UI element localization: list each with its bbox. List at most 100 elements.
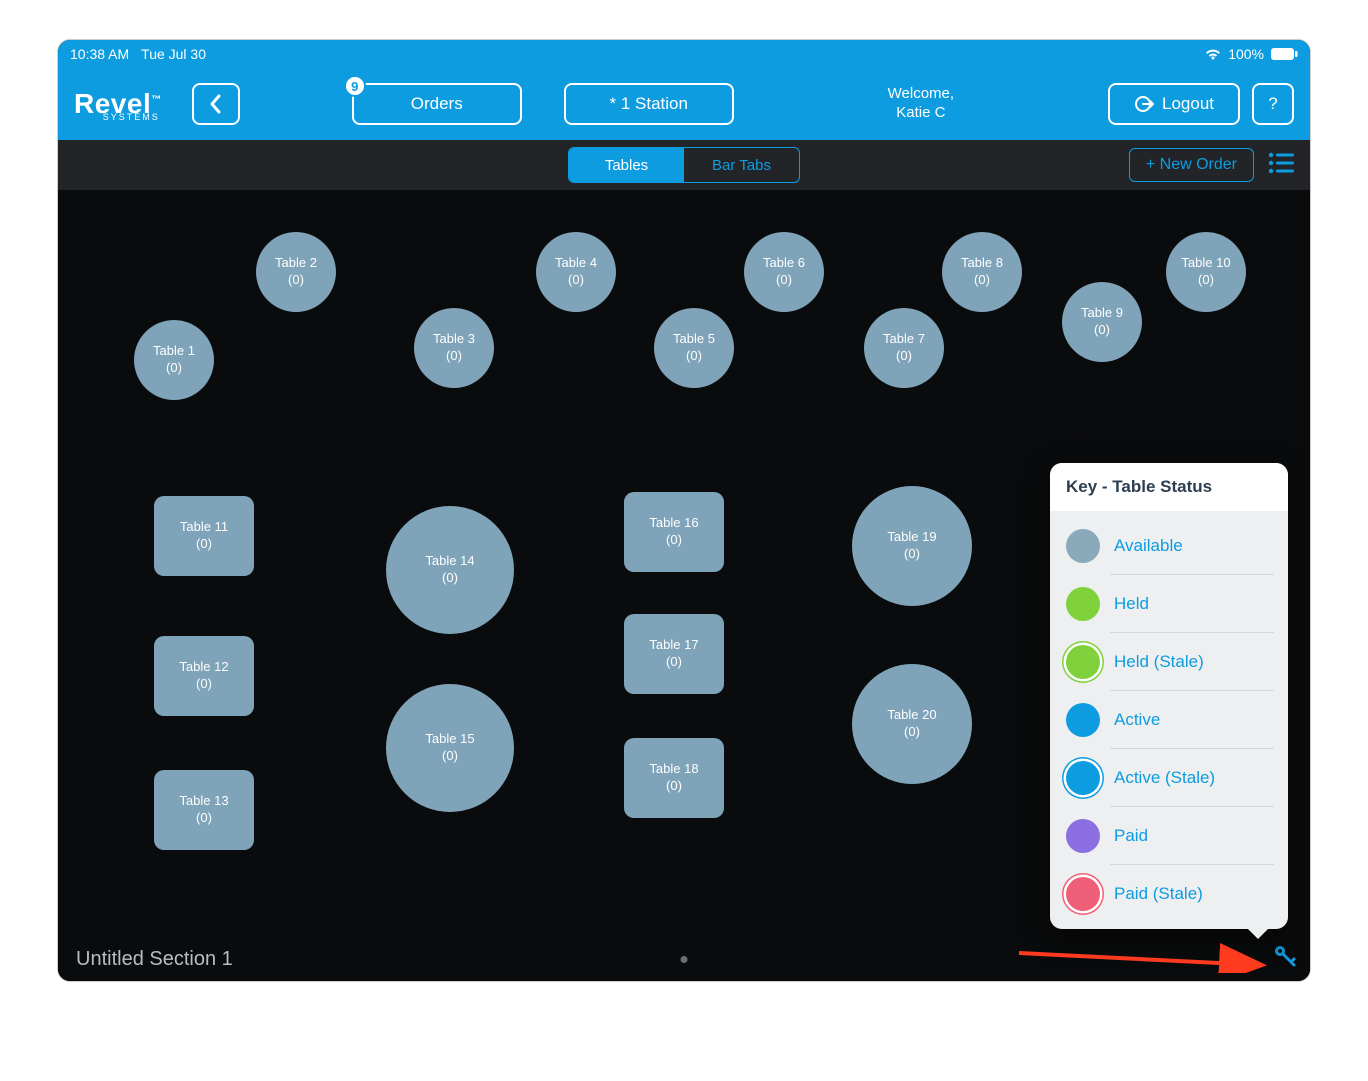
table-t7[interactable]: Table 7(0) [864, 308, 944, 388]
table-count: (0) [904, 724, 920, 741]
legend-label: Available [1114, 536, 1183, 556]
table-label: Table 2 [275, 255, 317, 272]
station-button[interactable]: * 1 Station [564, 83, 734, 125]
status-time: 10:38 AM [70, 46, 129, 62]
legend-swatch [1066, 645, 1100, 679]
table-t4[interactable]: Table 4(0) [536, 232, 616, 312]
legend-swatch [1066, 819, 1100, 853]
battery-icon [1270, 47, 1298, 61]
table-count: (0) [166, 360, 182, 377]
logout-button[interactable]: Logout [1108, 83, 1240, 125]
legend-row: Held [1050, 575, 1288, 633]
tab-tables[interactable]: Tables [569, 148, 684, 182]
legend-label: Paid [1114, 826, 1148, 846]
station-label: * 1 Station [609, 94, 687, 114]
status-battery-pct: 100% [1228, 46, 1264, 62]
table-t14[interactable]: Table 14(0) [386, 506, 514, 634]
table-t15[interactable]: Table 15(0) [386, 684, 514, 812]
orders-label: Orders [411, 94, 463, 114]
legend-label: Paid (Stale) [1114, 884, 1203, 904]
table-t10[interactable]: Table 10(0) [1166, 232, 1246, 312]
table-count: (0) [196, 676, 212, 693]
legend-title: Key - Table Status [1050, 463, 1288, 511]
table-t1[interactable]: Table 1(0) [134, 320, 214, 400]
table-label: Table 4 [555, 255, 597, 272]
table-label: Table 19 [887, 529, 936, 546]
table-label: Table 9 [1081, 305, 1123, 322]
new-order-button[interactable]: + New Order [1129, 148, 1254, 182]
table-t11[interactable]: Table 11(0) [154, 496, 254, 576]
legend-row: Active (Stale) [1050, 749, 1288, 807]
logo-tm: ™ [151, 95, 162, 106]
legend-swatch [1066, 761, 1100, 795]
table-label: Table 20 [887, 707, 936, 724]
table-t5[interactable]: Table 5(0) [654, 308, 734, 388]
legend-swatch [1066, 877, 1100, 911]
chevron-left-icon [209, 94, 223, 114]
table-label: Table 18 [649, 761, 698, 778]
table-count: (0) [904, 546, 920, 563]
device-frame: 10:38 AM Tue Jul 30 100% Revel™ SYSTEMS … [58, 40, 1310, 981]
logout-label: Logout [1162, 94, 1214, 114]
table-label: Table 12 [179, 659, 228, 676]
table-count: (0) [776, 272, 792, 289]
table-t9[interactable]: Table 9(0) [1062, 282, 1142, 362]
tab-bar-tabs[interactable]: Bar Tabs [684, 148, 799, 182]
legend-swatch [1066, 703, 1100, 737]
key-toggle-button[interactable] [1272, 942, 1298, 973]
table-t18[interactable]: Table 18(0) [624, 738, 724, 818]
table-count: (0) [666, 778, 682, 795]
back-button[interactable] [192, 83, 240, 125]
view-tabs: Tables Bar Tabs [568, 147, 800, 183]
table-t3[interactable]: Table 3(0) [414, 308, 494, 388]
table-t2[interactable]: Table 2(0) [256, 232, 336, 312]
table-label: Table 16 [649, 515, 698, 532]
welcome-line1: Welcome, [746, 85, 1096, 104]
table-count: (0) [896, 348, 912, 365]
table-label: Table 14 [425, 553, 474, 570]
key-icon [1272, 942, 1298, 968]
table-count: (0) [568, 272, 584, 289]
table-count: (0) [196, 810, 212, 827]
legend-popover: Key - Table Status Available HeldHeld (St… [1050, 463, 1288, 929]
help-label: ? [1268, 94, 1277, 114]
table-label: Table 5 [673, 331, 715, 348]
legend-row: Held (Stale) [1050, 633, 1288, 691]
table-label: Table 13 [179, 793, 228, 810]
legend-label: Active (Stale) [1114, 768, 1215, 788]
sub-header: Tables Bar Tabs + New Order [58, 140, 1310, 190]
section-label: Untitled Section 1 [76, 948, 233, 971]
orders-button[interactable]: 9 Orders [352, 83, 522, 125]
table-count: (0) [974, 272, 990, 289]
table-label: Table 15 [425, 731, 474, 748]
table-t13[interactable]: Table 13(0) [154, 770, 254, 850]
table-count: (0) [196, 536, 212, 553]
logo-subtext: SYSTEMS [103, 112, 160, 122]
table-count: (0) [1094, 322, 1110, 339]
table-count: (0) [1198, 272, 1214, 289]
table-t6[interactable]: Table 6(0) [744, 232, 824, 312]
legend-body: Available HeldHeld (Stale)Active Active (S… [1050, 511, 1288, 929]
table-label: Table 6 [763, 255, 805, 272]
list-view-icon[interactable] [1268, 152, 1294, 179]
legend-row: Active [1050, 691, 1288, 749]
orders-badge: 9 [344, 75, 366, 97]
table-t16[interactable]: Table 16(0) [624, 492, 724, 572]
table-label: Table 17 [649, 637, 698, 654]
table-t19[interactable]: Table 19(0) [852, 486, 972, 606]
table-t17[interactable]: Table 17(0) [624, 614, 724, 694]
table-label: Table 8 [961, 255, 1003, 272]
table-count: (0) [446, 348, 462, 365]
logout-icon [1134, 94, 1154, 114]
table-t12[interactable]: Table 12(0) [154, 636, 254, 716]
table-count: (0) [442, 748, 458, 765]
table-t20[interactable]: Table 20(0) [852, 664, 972, 784]
help-button[interactable]: ? [1252, 83, 1294, 125]
table-label: Table 7 [883, 331, 925, 348]
status-bar: 10:38 AM Tue Jul 30 100% [58, 40, 1310, 68]
welcome-line2: Katie C [746, 104, 1096, 123]
table-count: (0) [666, 532, 682, 549]
table-t8[interactable]: Table 8(0) [942, 232, 1022, 312]
legend-row: Paid (Stale) [1050, 865, 1288, 923]
app-header: Revel™ SYSTEMS 9 Orders * 1 Station Welc… [58, 68, 1310, 140]
